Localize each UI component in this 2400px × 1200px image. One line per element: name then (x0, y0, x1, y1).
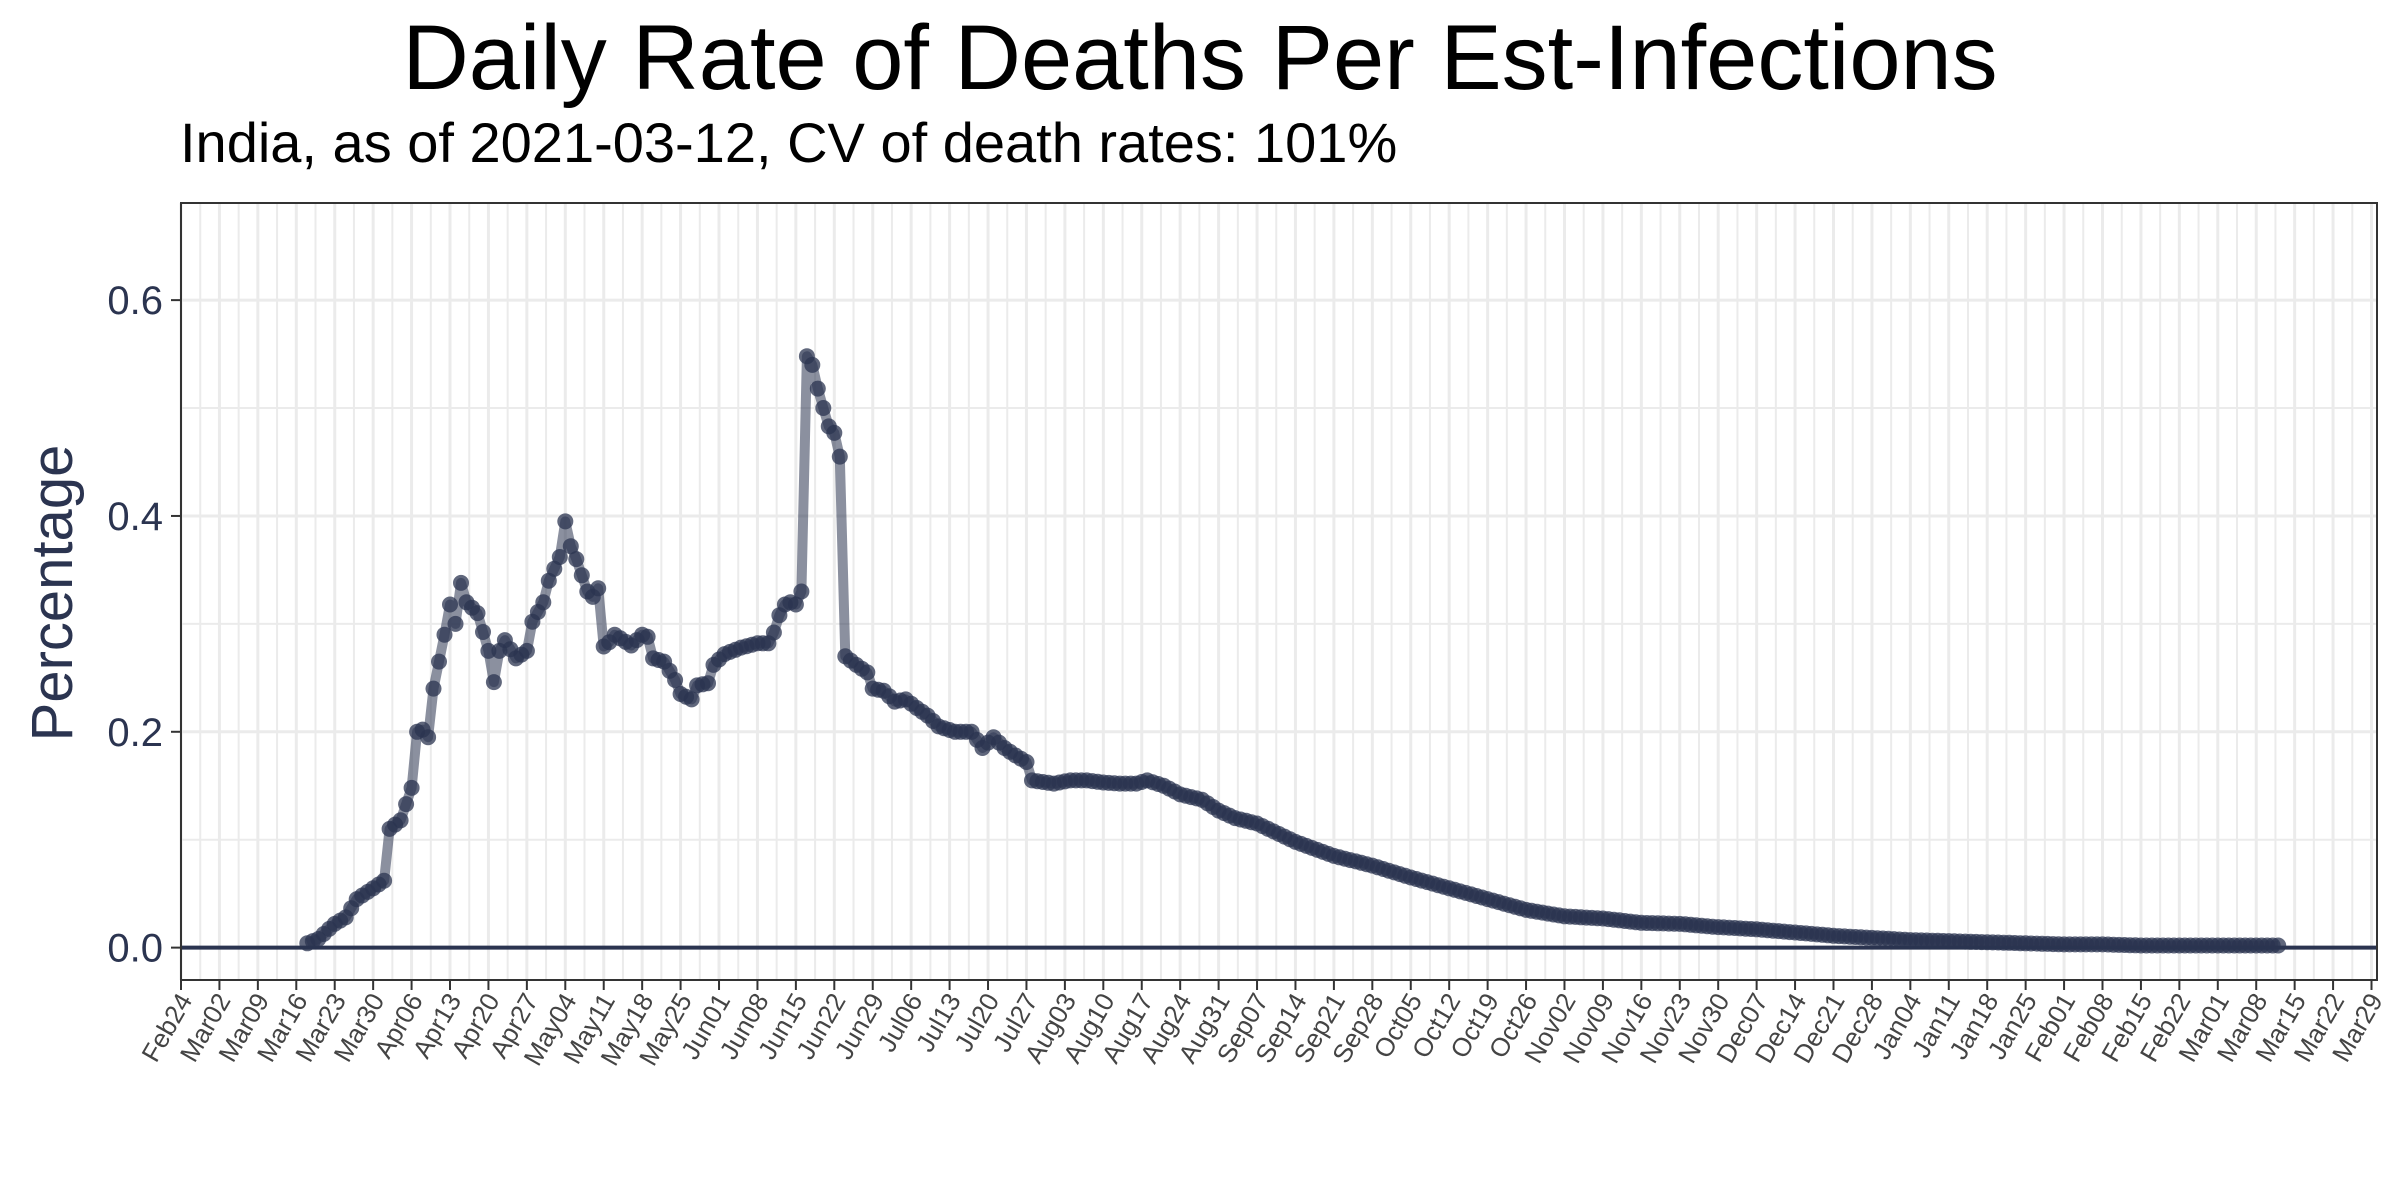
data-point (765, 624, 782, 641)
data-point (420, 729, 437, 746)
series-layer (299, 348, 2287, 954)
data-point (518, 642, 535, 659)
data-point (480, 642, 497, 659)
y-tick-label: 0.4 (107, 495, 163, 539)
data-point (804, 356, 821, 373)
data-point (793, 583, 810, 600)
data-point (859, 664, 876, 681)
data-point (2270, 937, 2287, 954)
data-point (535, 594, 552, 611)
data-point (809, 380, 826, 397)
data-point (831, 448, 848, 465)
data-point (431, 653, 447, 670)
data-point (568, 551, 585, 568)
data-point (392, 812, 409, 829)
y-tick-label: 0.6 (107, 279, 163, 323)
data-point (551, 549, 568, 565)
data-point (590, 580, 607, 597)
chart-title: Daily Rate of Deaths Per Est-Infections (402, 7, 1998, 109)
data-point (540, 572, 557, 589)
y-axis-title: Percentage (20, 445, 85, 742)
data-point (815, 400, 832, 416)
data-point (475, 624, 491, 640)
data-point (442, 596, 458, 613)
data-point (447, 615, 464, 632)
chart-subtitle: India, as of 2021-03-12, CV of death rat… (180, 111, 1398, 174)
y-tick-label: 0.0 (107, 927, 163, 971)
data-point (787, 596, 804, 613)
data-point (557, 513, 574, 530)
data-point (469, 605, 486, 622)
y-axis: 0.0 0.2 0.4 0.6 (107, 279, 181, 971)
data-point (425, 680, 442, 697)
data-point (453, 574, 469, 591)
data-point (667, 672, 684, 688)
data-point (826, 424, 843, 441)
data-point (376, 872, 393, 889)
grid (179, 203, 2377, 980)
data-point (398, 796, 415, 813)
data-point (700, 675, 716, 692)
y-tick-label: 0.2 (107, 711, 163, 755)
data-point (485, 674, 502, 691)
x-axis: Feb24Mar02Mar09Mar16Mar23Mar30Apr06Apr13… (135, 980, 2389, 1071)
data-point (1018, 754, 1035, 770)
data-point (403, 779, 420, 796)
data-point (562, 538, 579, 555)
data-point (573, 567, 590, 584)
panel-border (180, 202, 2378, 981)
data-point (436, 626, 453, 643)
data-point (683, 691, 700, 708)
data-point (639, 628, 656, 645)
